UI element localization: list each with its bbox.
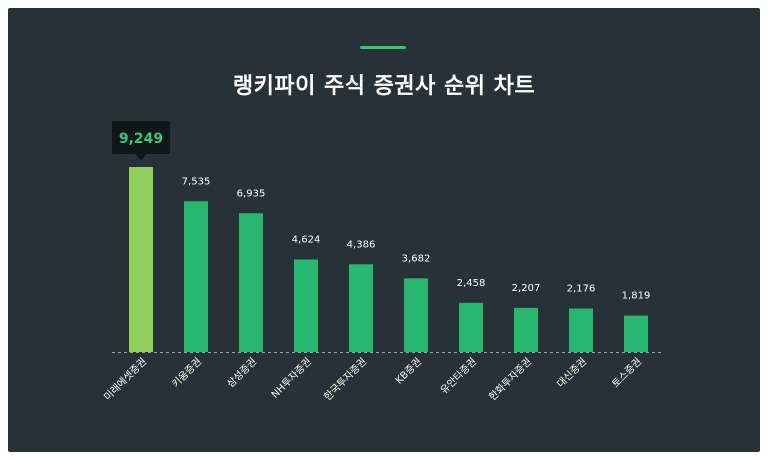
- bar-chart: 9,249 미래에셋증권 7,535 키움증권 6,935 삼성증권 4,624 NH투자증권…: [102, 121, 664, 404]
- category-tick-label: KB증권: [393, 356, 424, 387]
- data-label: 9,249: [119, 131, 163, 147]
- category-tick-label: 키움증권: [170, 356, 205, 391]
- data-label: 7,535: [182, 176, 211, 187]
- bar: [514, 307, 538, 352]
- title-accent-line: [360, 46, 406, 49]
- bar: [239, 213, 263, 352]
- category-tick-label: 미래에셋증권: [102, 356, 150, 404]
- data-label: 4,386: [347, 239, 376, 250]
- data-label: 2,207: [512, 283, 541, 294]
- category-tick-label: 한국투자증권: [322, 356, 370, 404]
- value-tooltip: [112, 121, 170, 154]
- bar: [349, 264, 373, 352]
- bar: [129, 167, 153, 352]
- data-label: 6,935: [237, 188, 266, 199]
- data-label: 1,819: [622, 291, 651, 302]
- category-tick-label: 삼성증권: [225, 356, 260, 391]
- category-tick-label: 한화투자증권: [487, 356, 535, 404]
- category-tick-label: 토스증권: [610, 356, 645, 391]
- value-tooltip-pointer: [135, 154, 147, 160]
- data-label: 3,682: [402, 253, 431, 264]
- category-tick-label: NH투자증권: [269, 356, 314, 401]
- data-label: 4,624: [292, 235, 321, 246]
- bar: [184, 201, 208, 352]
- chart-title: 랭키파이 주식 증권사 순위 차트: [232, 74, 536, 99]
- bar: [459, 302, 483, 352]
- bar: [294, 259, 318, 352]
- category-tick-label: 유안타증권: [438, 356, 479, 397]
- bar: [404, 278, 428, 352]
- category-tick-label: 대신증권: [555, 356, 590, 391]
- bar: [569, 308, 593, 352]
- chart-panel: 랭키파이 주식 증권사 순위 차트 9,249 미래에셋증권 7,535 키움증권 6,…: [8, 8, 760, 452]
- data-label: 2,176: [567, 283, 596, 294]
- data-label: 2,458: [457, 278, 486, 289]
- bar: [624, 315, 648, 352]
